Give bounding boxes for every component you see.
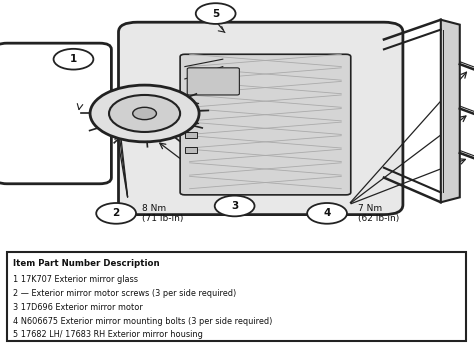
FancyBboxPatch shape — [187, 68, 239, 95]
FancyBboxPatch shape — [0, 43, 111, 184]
Text: 7 Nm
(62 lb-in): 7 Nm (62 lb-in) — [358, 204, 399, 223]
Text: 1 17K707 Exterior mirror glass: 1 17K707 Exterior mirror glass — [13, 275, 138, 284]
Circle shape — [54, 49, 93, 70]
Text: 8 Nm
(71 lb-in): 8 Nm (71 lb-in) — [142, 204, 183, 223]
Text: 5: 5 — [212, 9, 219, 19]
Text: Item Part Number Description: Item Part Number Description — [13, 259, 160, 268]
Text: 2 — Exterior mirror motor screws (3 per side required): 2 — Exterior mirror motor screws (3 per … — [13, 289, 237, 298]
Text: 4: 4 — [323, 208, 331, 218]
FancyBboxPatch shape — [118, 22, 403, 215]
Circle shape — [96, 203, 136, 224]
Circle shape — [307, 203, 347, 224]
Circle shape — [90, 85, 199, 142]
Bar — [185, 117, 197, 124]
Text: 3: 3 — [231, 201, 238, 211]
FancyBboxPatch shape — [180, 54, 351, 195]
Bar — [185, 147, 197, 153]
Text: 5 17682 LH/ 17683 RH Exterior mirror housing: 5 17682 LH/ 17683 RH Exterior mirror hou… — [13, 331, 203, 339]
Text: 3 17D696 Exterior mirror motor: 3 17D696 Exterior mirror motor — [13, 303, 143, 312]
Polygon shape — [441, 20, 460, 202]
Circle shape — [196, 3, 236, 24]
Circle shape — [133, 107, 156, 120]
Text: 2: 2 — [112, 208, 120, 218]
Circle shape — [215, 196, 255, 216]
FancyBboxPatch shape — [7, 252, 466, 342]
Bar — [185, 132, 197, 138]
Text: 4 N606675 Exterior mirror mounting bolts (3 per side required): 4 N606675 Exterior mirror mounting bolts… — [13, 317, 273, 326]
Text: 1: 1 — [70, 54, 77, 64]
Circle shape — [109, 95, 180, 132]
